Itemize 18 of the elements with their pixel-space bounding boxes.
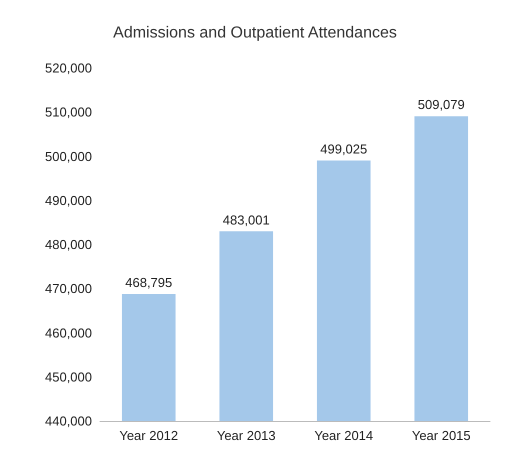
data-label: 509,079	[418, 97, 465, 112]
x-tick-label: Year 2015	[412, 428, 471, 443]
y-tick-label: 450,000	[45, 369, 92, 384]
y-tick-label: 510,000	[45, 104, 92, 120]
y-tick-label: 520,000	[45, 60, 92, 76]
x-tick-label: Year 2012	[119, 428, 178, 443]
y-tick-label: 490,000	[45, 192, 92, 208]
y-tick-label: 500,000	[45, 148, 92, 164]
data-label: 499,025	[320, 142, 368, 157]
x-tick-label: Year 2013	[216, 428, 276, 443]
data-label: 468,795	[125, 274, 172, 290]
y-tick-label: 440,000	[45, 414, 92, 428]
data-label: 483,001	[222, 212, 270, 228]
y-tick-label: 460,000	[45, 325, 92, 340]
y-tick-label: 480,000	[45, 237, 92, 252]
chart-title: Admissions and Outpatient Attendances	[113, 24, 397, 42]
y-tick-label: 470,000	[45, 281, 92, 296]
x-tick-label: Year 2014	[314, 428, 374, 443]
